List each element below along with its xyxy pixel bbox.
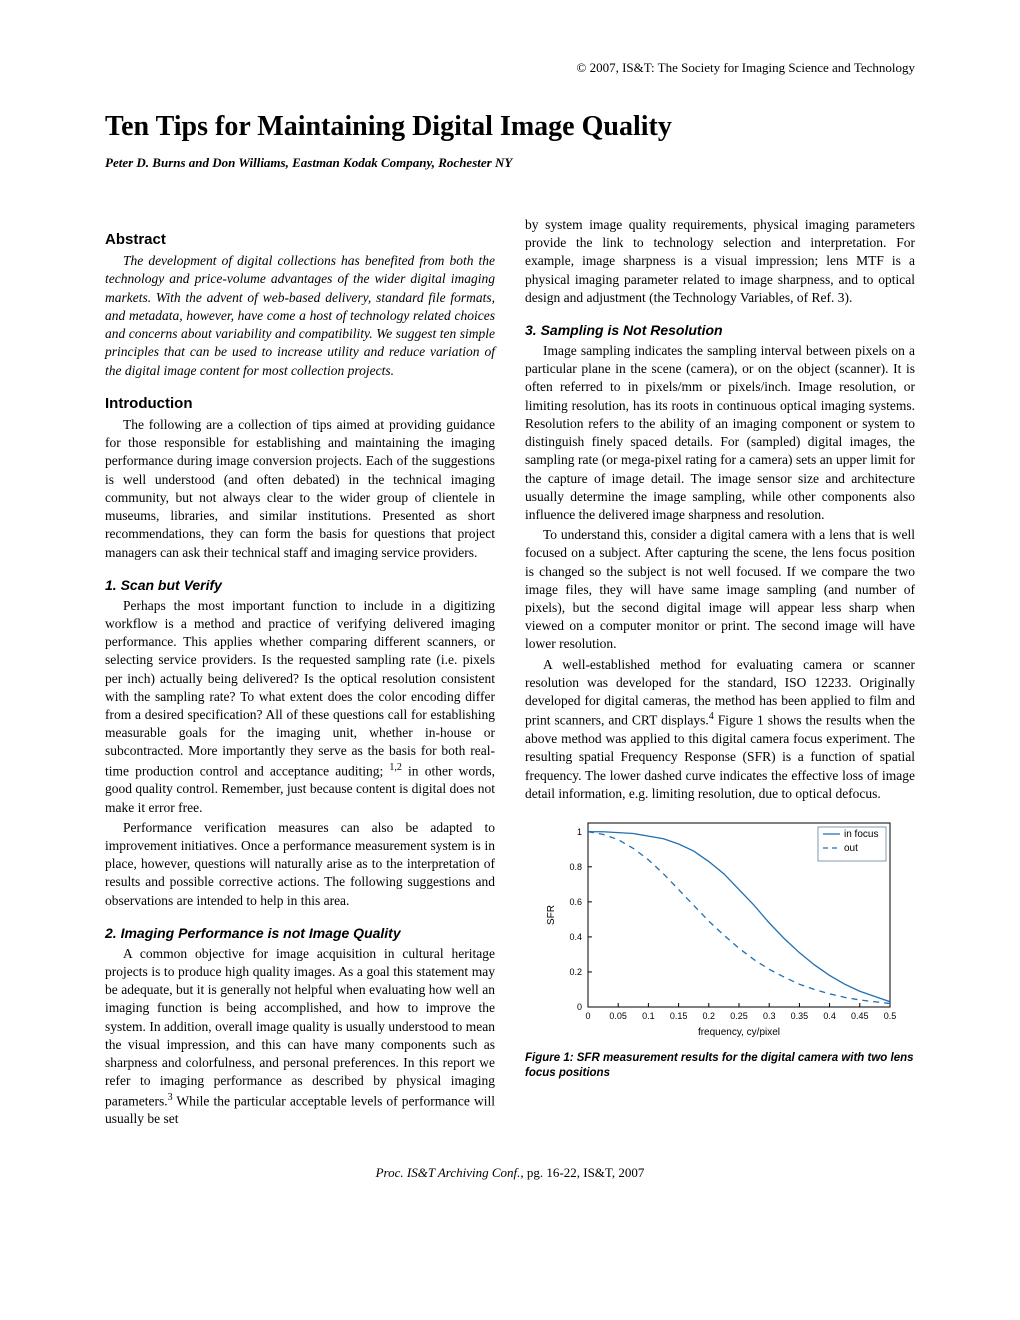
svg-text:0.15: 0.15 <box>670 1011 688 1021</box>
introduction-body: The following are a collection of tips a… <box>105 416 495 562</box>
section-2-p1: A common objective for image acquisition… <box>105 945 495 1129</box>
abstract-heading: Abstract <box>105 230 495 250</box>
svg-text:0.25: 0.25 <box>730 1011 748 1021</box>
svg-text:0: 0 <box>585 1011 590 1021</box>
svg-text:1: 1 <box>577 827 582 837</box>
svg-text:0.05: 0.05 <box>609 1011 627 1021</box>
figure-1-caption: Figure 1: SFR measurement results for th… <box>525 1051 915 1081</box>
copyright-line: © 2007, IS&T: The Society for Imaging Sc… <box>105 60 915 76</box>
svg-text:0.8: 0.8 <box>569 862 582 872</box>
svg-text:0: 0 <box>577 1002 582 1012</box>
footer-rest: , pg. 16-22, IS&T, 2007 <box>520 1165 644 1180</box>
section-2-p1-a: A common objective for image acquisition… <box>105 946 495 1108</box>
paper-authors: Peter D. Burns and Don Williams, Eastman… <box>105 155 915 171</box>
two-column-body: Abstract The development of digital coll… <box>105 216 915 1130</box>
abstract-body: The development of digital collections h… <box>105 252 495 380</box>
right-column: by system image quality requirements, ph… <box>525 216 915 1130</box>
section-3-p3: A well-established method for evaluating… <box>525 656 915 803</box>
section-1-p1: Perhaps the most important function to i… <box>105 597 495 817</box>
svg-text:0.4: 0.4 <box>823 1011 836 1021</box>
paper-title: Ten Tips for Maintaining Digital Image Q… <box>105 111 915 143</box>
section-1-p2: Performance verification measures can al… <box>105 819 495 910</box>
section-3-p1: Image sampling indicates the sampling in… <box>525 342 915 524</box>
figure-1: 0 0.05 0.1 0.15 0.2 0.25 0.3 0.35 0.4 0.45 0.5 0 0.2… <box>525 813 915 1081</box>
sfr-chart: 0 0.05 0.1 0.15 0.2 0.25 0.3 0.35 0.4 0.45 0.5 0 0.2… <box>540 813 900 1043</box>
page-footer: Proc. IS&T Archiving Conf., pg. 16-22, I… <box>105 1165 915 1181</box>
svg-text:frequency, cy/pixel: frequency, cy/pixel <box>698 1027 780 1038</box>
svg-text:in focus: in focus <box>844 829 878 840</box>
section-1-p1-a: Perhaps the most important function to i… <box>105 598 495 778</box>
svg-text:out: out <box>844 843 858 854</box>
section-1-heading: 1. Scan but Verify <box>105 576 495 595</box>
left-column: Abstract The development of digital coll… <box>105 216 495 1130</box>
section-3-heading: 3. Sampling is Not Resolution <box>525 321 915 340</box>
section-3-p2: To understand this, consider a digital c… <box>525 526 915 654</box>
svg-text:0.3: 0.3 <box>763 1011 776 1021</box>
footer-italic: Proc. IS&T Archiving Conf. <box>376 1165 521 1180</box>
introduction-heading: Introduction <box>105 394 495 414</box>
page: © 2007, IS&T: The Society for Imaging Sc… <box>0 0 1020 1221</box>
svg-text:0.45: 0.45 <box>851 1011 869 1021</box>
citation-1-2: 1,2 <box>389 762 402 773</box>
svg-text:0.2: 0.2 <box>703 1011 716 1021</box>
svg-text:0.35: 0.35 <box>791 1011 809 1021</box>
svg-text:0.4: 0.4 <box>569 932 582 942</box>
svg-text:0.2: 0.2 <box>569 967 582 977</box>
svg-text:0.6: 0.6 <box>569 897 582 907</box>
svg-text:0.1: 0.1 <box>642 1011 655 1021</box>
section-2-heading: 2. Imaging Performance is not Image Qual… <box>105 924 495 943</box>
svg-text:0.5: 0.5 <box>884 1011 897 1021</box>
svg-text:SFR: SFR <box>546 905 557 925</box>
continuation-p: by system image quality requirements, ph… <box>525 216 915 307</box>
